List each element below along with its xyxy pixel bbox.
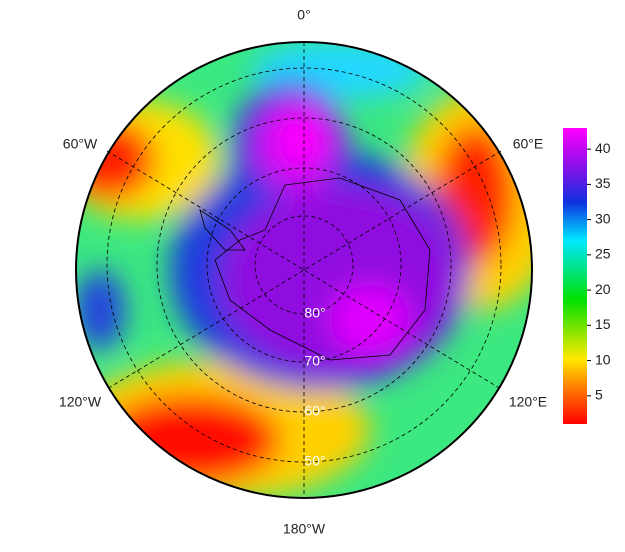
- longitude-label: 120°E: [509, 394, 547, 410]
- longitude-label: 180°W: [283, 521, 326, 537]
- graticule: [106, 42, 502, 498]
- latitude-label: 70°: [304, 353, 325, 369]
- colorbar-tick-label: 15: [595, 316, 611, 332]
- coastline: [214, 177, 431, 361]
- longitude-label: 120°W: [59, 394, 102, 410]
- colorbar-tick-label: 35: [595, 175, 611, 191]
- colorbar-tick-label: 30: [595, 210, 611, 226]
- latitude-label: 50°: [304, 453, 325, 469]
- colorbar-tick-label: 5: [595, 387, 603, 403]
- ozone-field: [76, 42, 532, 498]
- latitude-label: 60°: [304, 403, 325, 419]
- longitude-label: 60°E: [513, 136, 544, 152]
- coastline: [199, 209, 246, 251]
- latitude-label: 80°: [304, 305, 325, 321]
- longitude-label: 0°: [297, 7, 310, 23]
- colorbar-tick-label: 10: [595, 351, 611, 367]
- colorbar-tick-label: 40: [595, 140, 611, 156]
- map-border: [75, 41, 533, 499]
- longitude-label: 60°W: [63, 136, 98, 152]
- colorbar-tick-label: 25: [595, 246, 611, 262]
- colorbar-tick-label: 20: [595, 281, 611, 297]
- colorbar: [563, 128, 587, 424]
